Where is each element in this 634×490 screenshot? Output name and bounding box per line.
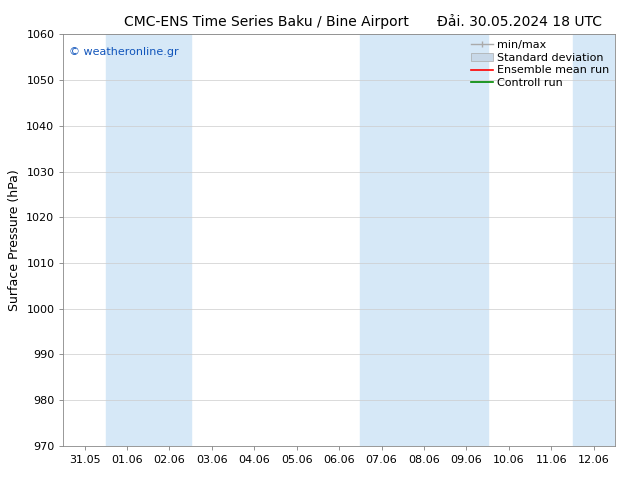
Bar	[106, 34, 191, 446]
Y-axis label: Surface Pressure (hPa): Surface Pressure (hPa)	[8, 169, 21, 311]
Text: © weatheronline.gr: © weatheronline.gr	[69, 47, 179, 57]
Text: CMC-ENS Time Series Baku / Bine Airport: CMC-ENS Time Series Baku / Bine Airport	[124, 15, 409, 29]
Bar	[573, 34, 615, 446]
Bar	[360, 34, 488, 446]
Legend: min/max, Standard deviation, Ensemble mean run, Controll run: min/max, Standard deviation, Ensemble me…	[469, 38, 612, 91]
Text: Đải. 30.05.2024 18 UTC: Đải. 30.05.2024 18 UTC	[437, 15, 602, 29]
